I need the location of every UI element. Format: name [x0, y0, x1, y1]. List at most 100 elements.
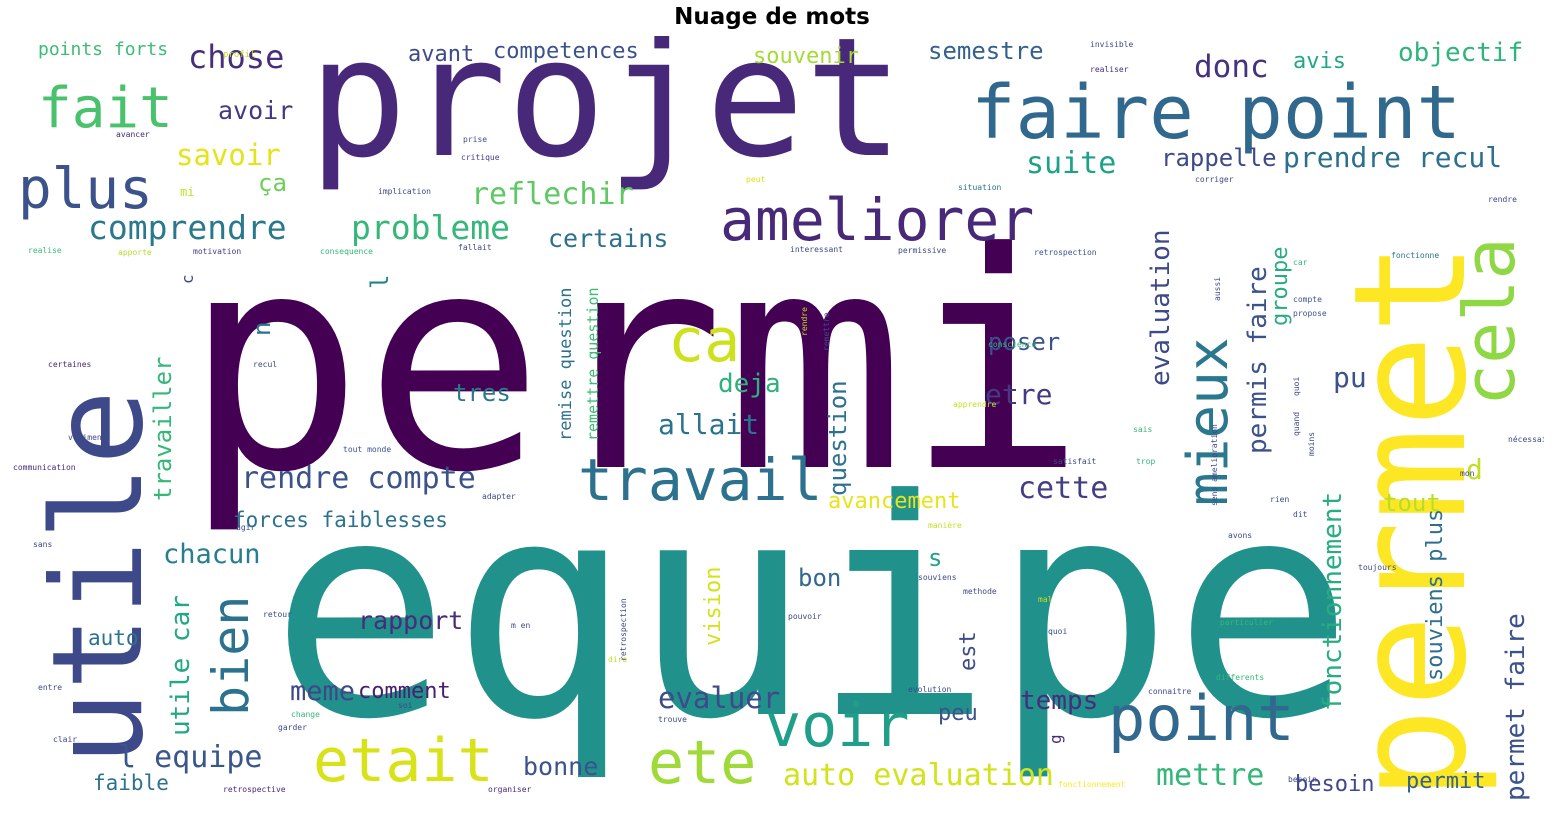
word: retour: [263, 610, 292, 619]
word: point: [1108, 682, 1295, 755]
word: permissive: [898, 246, 947, 255]
word: donc: [1194, 49, 1269, 85]
word: sens amelioration: [1210, 424, 1219, 506]
word: retrospection: [1034, 248, 1097, 257]
word: fait: [38, 76, 173, 141]
word: moins: [1307, 431, 1316, 456]
word: l equipe: [118, 740, 263, 775]
word: consequence: [320, 247, 373, 256]
word: mon: [1460, 469, 1475, 478]
word: rappelle: [1161, 144, 1277, 172]
word: remettre: [822, 312, 831, 351]
word: rendre: [800, 307, 809, 336]
word: invisible: [1090, 40, 1134, 49]
word: dire: [608, 655, 628, 664]
word: propose: [1293, 309, 1327, 318]
word: aussi: [1213, 276, 1222, 301]
word: avoir: [218, 96, 294, 125]
word: car: [1293, 258, 1308, 267]
word: clair: [53, 735, 78, 744]
word: plus: [18, 157, 153, 222]
word: meme: [290, 676, 356, 707]
word: quoi: [1292, 376, 1301, 396]
word: poser: [988, 328, 1061, 356]
word: permi: [183, 189, 1087, 538]
word: g: [1046, 734, 1065, 744]
word: rendre: [1488, 195, 1517, 204]
word: equipe: [270, 436, 1354, 785]
word: ça: [258, 169, 287, 197]
word: apprendre: [953, 400, 997, 409]
word: faible: [93, 771, 169, 795]
word: evaluation: [1146, 229, 1176, 386]
word: travail: [578, 446, 823, 514]
word: deja: [718, 369, 781, 399]
word: motivation: [193, 247, 242, 256]
word: tout monde: [343, 445, 392, 454]
word: competences: [493, 39, 639, 64]
word-cloud: permi equipe projet permet utile faire point a…: [8, 36, 1544, 812]
word: evaluer: [658, 681, 781, 715]
word: savoir: [176, 138, 281, 172]
word: realise: [28, 246, 62, 255]
word: ete: [648, 728, 757, 798]
word: organiser: [488, 785, 532, 794]
word: souvenir: [753, 44, 859, 69]
word: sais: [1133, 425, 1153, 434]
word: rendre compte: [241, 461, 476, 496]
word: auto evaluation: [783, 758, 1054, 793]
word: trop: [1136, 457, 1156, 466]
word: peut: [746, 175, 766, 184]
word: est: [956, 631, 981, 671]
word: communication: [13, 463, 76, 472]
word: nécessaire: [1508, 435, 1544, 444]
word: certains: [548, 224, 669, 253]
word: dit: [1293, 510, 1308, 519]
word: auto: [88, 626, 139, 650]
word: etre: [985, 378, 1053, 411]
word: allait: [658, 408, 760, 441]
word: manière: [928, 521, 962, 530]
word: fonctionnement: [1318, 491, 1348, 711]
word: avis: [1293, 49, 1346, 74]
word: critique: [461, 153, 500, 162]
word: rapport: [358, 606, 464, 635]
word: bonne: [523, 752, 599, 781]
word: etait: [313, 726, 494, 796]
word: question: [824, 380, 852, 496]
word: mal: [1038, 595, 1053, 604]
word: temps: [1020, 686, 1099, 716]
word: besoin: [1288, 775, 1317, 784]
word: retrospective: [223, 785, 286, 794]
word: adapter: [482, 492, 516, 501]
word: methode: [963, 587, 997, 596]
word: c: [178, 274, 197, 284]
word: s: [928, 544, 943, 572]
word: ameliorer: [720, 186, 1035, 254]
word: quand: [1292, 411, 1301, 436]
word: permet faire: [1501, 613, 1531, 801]
word: tres: [453, 379, 511, 407]
word: projet: [308, 36, 905, 194]
word: avons: [1228, 531, 1253, 540]
word: evolution: [908, 685, 952, 694]
word: utile: [26, 389, 171, 766]
word: toujours: [1358, 563, 1397, 572]
word: vraiment: [68, 433, 107, 442]
word: chacun: [163, 539, 261, 570]
word: avant: [408, 42, 475, 67]
word: chose: [188, 38, 285, 76]
word: garder: [278, 723, 307, 732]
word: fonctionnement: [1058, 780, 1126, 789]
word: profil: [223, 50, 256, 60]
word: l: [366, 274, 394, 289]
word: connaitre: [1148, 687, 1192, 696]
word: tout: [1383, 489, 1441, 517]
word: pouvoir: [788, 612, 822, 621]
word: suite: [1026, 146, 1117, 181]
word: semestre: [928, 37, 1044, 65]
word: points forts: [38, 39, 169, 60]
word: compte: [1293, 295, 1322, 304]
word: change: [291, 710, 320, 719]
word: realiser: [1090, 65, 1129, 74]
